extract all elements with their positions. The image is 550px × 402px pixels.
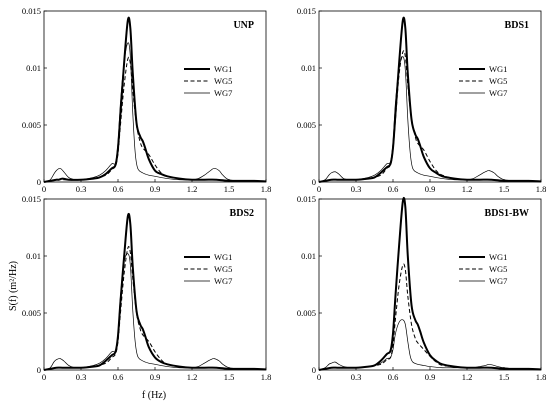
y-tick-label: 0	[37, 365, 41, 375]
panel-title: BDS1	[505, 20, 529, 31]
x-tick-label: 1.8	[261, 372, 272, 382]
legend-label-wg7: WG7	[214, 276, 232, 286]
x-tick-label: 1.5	[224, 372, 235, 382]
legend-label-wg1: WG1	[214, 64, 232, 74]
x-tick-label: 0.9	[150, 372, 161, 382]
y-tick-label: 0.005	[297, 308, 316, 318]
y-tick-label: 0.005	[297, 120, 316, 130]
x-tick-label: 1.5	[499, 372, 510, 382]
x-tick-label: 0.6	[388, 372, 399, 382]
x-tick-label: 0	[42, 184, 46, 194]
legend-label-wg5: WG5	[214, 76, 232, 86]
x-tick-label: 0.3	[76, 184, 87, 194]
x-axis-title: f (Hz)	[142, 390, 166, 401]
series-line-wg5	[43, 56, 267, 183]
panel-2: 0 0.3 0.6 0.9 1.2 1.5 1.8 0 0.005 0.01 0.015 BDS1 WG…	[297, 6, 546, 194]
legend-label-wg5: WG5	[214, 264, 232, 274]
x-tick-label: 1.8	[536, 372, 547, 382]
panel-1: 0 0.3 0.6 0.9 1.2 1.5 1.8 0 0.005 0.01 0.015 UNP WG1…	[22, 6, 271, 194]
legend-label-wg5: WG5	[489, 76, 507, 86]
series-line-wg5	[43, 246, 267, 371]
y-tick-label: 0.015	[297, 194, 316, 204]
series-line-wg5	[318, 263, 542, 371]
x-tick-label: 0.6	[113, 184, 124, 194]
series-line-wg7	[43, 253, 267, 371]
x-tick-label: 0.3	[351, 184, 362, 194]
legend-label-wg1: WG1	[489, 64, 507, 74]
series-line-wg7	[318, 56, 542, 183]
panel-title: UNP	[233, 20, 254, 31]
x-tick-label: 1.8	[261, 184, 272, 194]
x-tick-label: 0	[317, 184, 321, 194]
x-tick-label: 1.8	[536, 184, 547, 194]
legend-label-wg1: WG1	[489, 252, 507, 262]
panel-4: 0 0.3 0.6 0.9 1.2 1.5 1.8 0 0.005 0.01 0.015 BDS1-B…	[297, 194, 546, 382]
x-tick-label: 1.5	[224, 184, 235, 194]
legend-label-wg1: WG1	[214, 252, 232, 262]
x-tick-label: 0.9	[150, 184, 161, 194]
y-tick-label: 0.01	[26, 251, 41, 261]
y-tick-label: 0.005	[22, 120, 41, 130]
series-line-wg5	[318, 50, 542, 183]
panels: 0 0.3 0.6 0.9 1.2 1.5 1.8 0 0.005 0.01 0.015 UNP WG1…	[22, 6, 546, 382]
y-tick-label: 0.01	[26, 63, 41, 73]
panel-title: BDS2	[230, 208, 254, 219]
y-tick-label: 0.01	[301, 63, 316, 73]
y-tick-label: 0.015	[22, 6, 41, 16]
y-tick-label: 0	[37, 177, 41, 187]
y-tick-label: 0	[312, 365, 316, 375]
x-tick-label: 0.9	[425, 184, 436, 194]
panel-3: 0 0.3 0.6 0.9 1.2 1.5 1.8 0 0.005 0.01 0.015 BDS2 WG…	[22, 194, 271, 382]
y-tick-label: 0.015	[297, 6, 316, 16]
x-tick-label: 0.9	[425, 372, 436, 382]
x-tick-label: 0.3	[76, 372, 87, 382]
y-tick-label: 0.01	[301, 251, 316, 261]
legend-label-wg7: WG7	[214, 88, 232, 98]
y-tick-label: 0.005	[22, 308, 41, 318]
x-tick-label: 0	[317, 372, 321, 382]
x-tick-label: 1.2	[187, 372, 198, 382]
panel-title: BDS1-BW	[485, 208, 529, 219]
series-line-wg7	[43, 42, 267, 183]
x-tick-label: 0	[42, 372, 46, 382]
y-tick-label: 0.015	[22, 194, 41, 204]
x-tick-label: 0.3	[351, 372, 362, 382]
x-tick-label: 1.5	[499, 184, 510, 194]
x-tick-label: 1.2	[462, 184, 473, 194]
x-tick-label: 0.6	[113, 372, 124, 382]
legend-label-wg7: WG7	[489, 276, 507, 286]
x-tick-label: 0.6	[388, 184, 399, 194]
y-axis-title: S(f) (m²/Hz)	[8, 261, 19, 311]
legend-label-wg7: WG7	[489, 88, 507, 98]
x-tick-label: 1.2	[187, 184, 198, 194]
y-tick-label: 0	[312, 177, 316, 187]
x-tick-label: 1.2	[462, 372, 473, 382]
legend-label-wg5: WG5	[489, 264, 507, 274]
series-line-wg7	[318, 319, 542, 371]
